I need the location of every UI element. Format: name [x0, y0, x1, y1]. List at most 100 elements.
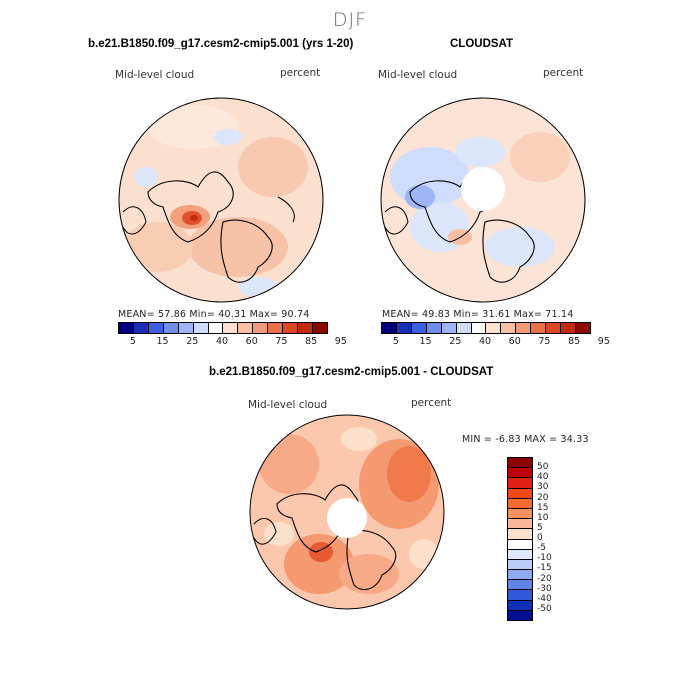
- colorbar-level-label: -30: [537, 583, 552, 594]
- colorbar-swatch: [508, 610, 532, 620]
- colorbar-swatch: [470, 323, 486, 333]
- panel2-coastline: [409, 171, 496, 243]
- panel3-title: b.e21.B1850.f09_g17.cesm2-cmip5.001 - CL…: [209, 366, 494, 378]
- colorbar-level-label: -10: [537, 553, 552, 564]
- colorbar-tick-label: 5: [392, 336, 399, 347]
- colorbar-swatch: [440, 323, 456, 333]
- colorbar-swatch: [311, 323, 327, 333]
- panel1-coastline: [122, 206, 147, 235]
- colorbar-swatch: [508, 508, 532, 520]
- colorbar-tick-label: 25: [186, 336, 199, 347]
- colorbar-swatch: [508, 488, 532, 499]
- colorbar-tick-label: 60: [245, 336, 258, 347]
- colorbar-tick-label: 15: [156, 336, 169, 347]
- colorbar-swatch: [485, 323, 501, 333]
- panel3-map-border: [249, 414, 445, 610]
- panel1-coastline: [277, 196, 295, 223]
- panel2-stats: MEAN= 49.83 Min= 31.61 Max= 71.14: [382, 309, 574, 320]
- panel3-colorbar: [507, 457, 533, 621]
- colorbar-swatch: [508, 529, 532, 540]
- panel3-field-patch: [264, 522, 294, 546]
- panel3-coastline: [253, 517, 277, 545]
- colorbar-swatch: [237, 323, 253, 333]
- colorbar-swatch: [410, 323, 426, 333]
- colorbar-level-label: 30: [537, 482, 549, 493]
- panel2-field-patch: [485, 227, 555, 267]
- panel2-field-patch: [510, 132, 570, 182]
- colorbar-level-label: 40: [537, 472, 549, 483]
- panel1-variable-label: Mid-level cloud: [115, 69, 195, 81]
- colorbar-tick-label: 85: [305, 336, 318, 347]
- colorbar-swatch: [132, 323, 148, 333]
- colorbar-swatch: [508, 549, 532, 560]
- figure-title: DJF: [332, 9, 368, 31]
- colorbar-swatch: [508, 498, 532, 509]
- colorbar-swatch: [508, 570, 532, 581]
- panel1-field-patch: [123, 222, 193, 272]
- colorbar-level-label: 50: [537, 462, 549, 473]
- panel3-missing-data-hole: [327, 498, 367, 538]
- panel2-missing-data-hole: [461, 167, 505, 211]
- colorbar-swatch: [297, 323, 312, 333]
- colorbar-level-label: -5: [537, 543, 546, 554]
- colorbar-swatch: [530, 323, 546, 333]
- colorbar-level-label: -20: [537, 573, 552, 584]
- colorbar-tick-label: 40: [478, 336, 492, 347]
- panel2-title: CLOUDSAT: [450, 38, 514, 50]
- colorbar-tick-label: 25: [449, 336, 462, 347]
- colorbar-level-label: -50: [537, 603, 552, 614]
- colorbar-swatch: [508, 458, 532, 469]
- panel3-field-patch: [284, 534, 354, 594]
- panel3-field-patch: [259, 434, 319, 494]
- colorbar-swatch: [207, 323, 223, 333]
- colorbar-swatch: [508, 478, 532, 489]
- panel2-polar-map: [380, 97, 586, 303]
- colorbar-swatch: [508, 559, 532, 571]
- colorbar-level-label: 0: [537, 533, 543, 543]
- colorbar-tick-label: 60: [508, 336, 521, 347]
- panel1-colorbar-ticks: 5 15 25 40 60 75 85 95: [118, 336, 347, 348]
- panel3-colorbar-labels: 50 40 30 20 15 10 5 0 -5 -10 -15 -20 -30 -40 -50: [537, 457, 567, 619]
- colorbar-tick-label: 85: [568, 336, 581, 347]
- panel1-field-patch: [134, 167, 158, 187]
- colorbar-level-label: 10: [537, 512, 549, 523]
- colorbar-level-label: 15: [537, 502, 549, 513]
- panel1-polar-map: [118, 97, 324, 303]
- colorbar-swatch: [508, 539, 532, 550]
- panel1-map-border: [118, 97, 324, 303]
- panel1-coastline: [147, 171, 234, 243]
- colorbar-swatch: [222, 323, 238, 333]
- colorbar-swatch: [252, 323, 268, 333]
- colorbar-swatch: [515, 323, 531, 333]
- panel3-polar-map: [249, 414, 445, 610]
- colorbar-swatch: [267, 323, 283, 333]
- panel1-colorbar: [118, 322, 328, 334]
- panel3-field-patch: [387, 446, 431, 502]
- panel2-variable-label: Mid-level cloud: [378, 69, 458, 81]
- colorbar-swatch: [119, 323, 133, 333]
- colorbar-swatch: [425, 323, 441, 333]
- colorbar-swatch: [508, 590, 532, 601]
- colorbar-level-label: 5: [537, 522, 543, 533]
- panel1-field-patch: [190, 215, 198, 221]
- panel2-coastline: [482, 219, 535, 283]
- colorbar-swatch: [395, 323, 411, 333]
- colorbar-swatch: [545, 323, 561, 333]
- colorbar-level-label: -15: [537, 563, 552, 574]
- panel2-colorbar: [381, 322, 591, 334]
- panel3-minmax: MIN = -6.83 MAX = 34.33: [462, 434, 589, 445]
- colorbar-swatch: [282, 323, 298, 333]
- panel1-title: b.e21.B1850.f09_g17.cesm2-cmip5.001 (yrs…: [88, 38, 354, 50]
- colorbar-swatch: [508, 600, 532, 611]
- panel3-units-label: percent: [411, 397, 452, 409]
- colorbar-swatch: [508, 468, 532, 479]
- colorbar-tick-label: 40: [215, 336, 229, 347]
- colorbar-swatch: [574, 323, 590, 333]
- panel2-field-patch: [455, 137, 505, 167]
- colorbar-swatch: [508, 580, 532, 591]
- panel2-colorbar-ticks: 5 15 25 40 60 75 85 95: [381, 336, 610, 348]
- panel2-coastline: [384, 206, 409, 235]
- panel3-field-patch: [341, 427, 377, 451]
- panel1-field-patch: [238, 277, 278, 297]
- panel1-field-patch: [214, 129, 242, 145]
